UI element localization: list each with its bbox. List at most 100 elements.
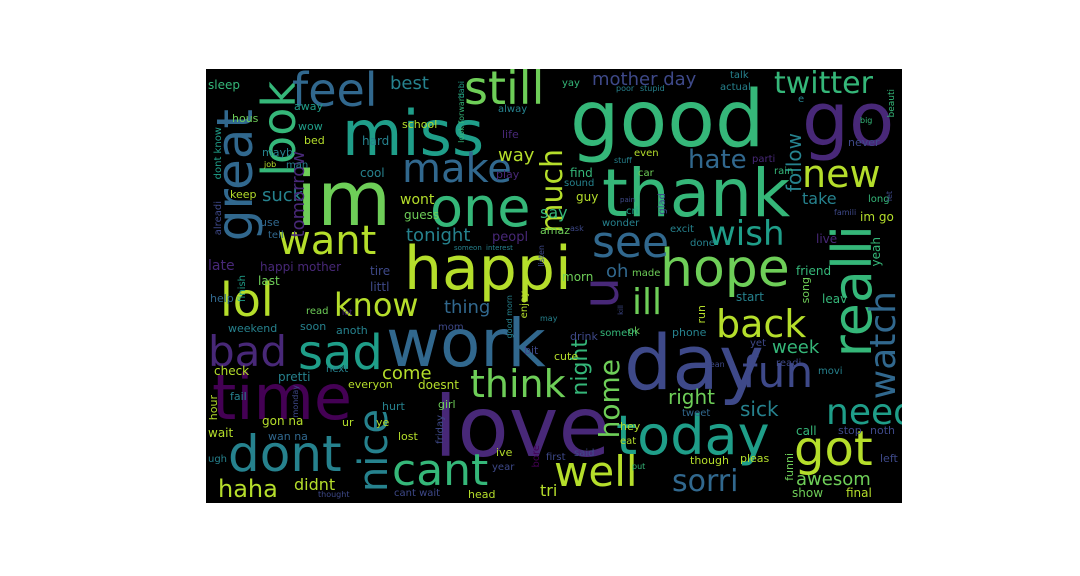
word-phone: phone: [672, 326, 707, 339]
word-miss: miss: [342, 97, 485, 170]
word-say: say: [540, 203, 568, 222]
word-love: love: [434, 378, 611, 476]
word-play: play: [496, 168, 520, 181]
word-bed: bed: [304, 134, 325, 147]
word-ur: ur: [342, 416, 354, 429]
word-im-go: im go: [860, 210, 894, 224]
word-friday: friday: [435, 415, 446, 444]
word-good-morn: good morn: [505, 295, 514, 339]
word-away: away: [294, 100, 323, 113]
word-still: still: [464, 69, 545, 115]
word-morn: morn: [562, 270, 594, 284]
word-wont: wont: [400, 192, 435, 208]
word-song: song: [799, 277, 812, 304]
word-thank: thank: [602, 155, 791, 232]
word-first: first: [546, 452, 566, 463]
word-hey: hey: [620, 420, 641, 433]
word-enjoy: enjoy: [519, 291, 530, 319]
word-kill: kill: [617, 305, 625, 315]
word-monday: monday: [291, 385, 300, 418]
word-guess: guess: [404, 208, 440, 222]
word-e: e: [798, 94, 805, 105]
word-even: even: [634, 148, 659, 159]
word-actual: actual: [720, 82, 751, 93]
word-ye: ye: [376, 416, 390, 429]
word-day: day: [624, 318, 764, 407]
word-cant: cant: [392, 445, 489, 496]
word-glad: glad: [657, 193, 668, 215]
word-week: week: [772, 337, 820, 358]
word-fun: fun: [742, 347, 814, 398]
word-readi: readi: [776, 358, 802, 369]
word-keep: keep: [230, 188, 257, 201]
word-alreadi: alreadi: [213, 201, 224, 236]
word-pretti: pretti: [278, 370, 311, 384]
word-awesom: awesom: [796, 469, 871, 490]
word-see: see: [592, 217, 670, 268]
word-mother-day: mother day: [592, 69, 697, 90]
word-life: life: [502, 128, 519, 141]
word-long: long: [868, 194, 890, 205]
word-last: last: [258, 274, 280, 288]
word-guy: guy: [576, 190, 599, 204]
word-well: well: [554, 447, 638, 496]
word-show: show: [792, 486, 824, 500]
word-funni: funni: [783, 453, 796, 481]
word-best: best: [390, 73, 429, 94]
word-thought: thought: [318, 490, 350, 499]
word-check: check: [214, 364, 250, 378]
word-work: work: [386, 305, 546, 382]
word-dont: dont: [228, 425, 342, 483]
word-pain: pain: [620, 196, 636, 204]
word-sick: sick: [740, 397, 779, 421]
word-tweet: tweet: [682, 408, 711, 419]
word-stop: stop: [838, 424, 862, 437]
word-haha: haha: [218, 475, 278, 503]
word-yay: yay: [562, 78, 580, 89]
word-cute: cute: [554, 350, 579, 363]
word-look-forward: look forward: [457, 93, 466, 143]
word-go: go: [802, 77, 895, 163]
word-poor: poor: [616, 84, 635, 93]
word-wait: wait: [208, 426, 234, 440]
word-big: big: [860, 116, 873, 125]
word-done: done: [690, 238, 715, 249]
word-use: use: [260, 216, 280, 229]
word-wow: wow: [298, 120, 323, 133]
word-ive: ive: [496, 446, 513, 459]
word-amaz: amaz: [540, 224, 570, 237]
word-someon: someon: [454, 244, 482, 252]
word-put: put: [632, 462, 646, 471]
word-late: late: [208, 258, 235, 274]
word-wan-na: wan na: [268, 430, 308, 443]
word-time: time: [212, 361, 353, 434]
word-right: right: [668, 385, 715, 409]
word-eat: eat: [620, 436, 637, 447]
word-everyon: everyon: [348, 378, 393, 391]
word-rain: rain: [774, 166, 794, 177]
word-cant-wait: cant wait: [394, 488, 441, 499]
word-tire: tire: [370, 264, 391, 278]
word-beauti: beauti: [887, 89, 897, 118]
word-im: im: [296, 154, 392, 243]
word-peopl: peopl: [492, 230, 529, 245]
word-back: back: [716, 302, 807, 346]
word-hurt: hurt: [382, 400, 405, 413]
word-wish: wish: [708, 214, 785, 254]
word-one: one: [430, 176, 531, 239]
word-gon-na: gon na: [262, 414, 304, 428]
word-sad: sad: [298, 325, 383, 381]
word-new: new: [802, 152, 881, 196]
word-hard: hard: [362, 134, 390, 148]
word-read: read: [306, 306, 329, 317]
word-anoth: anoth: [336, 324, 368, 337]
word-interest: interest: [486, 244, 513, 252]
word-let: let: [885, 191, 894, 202]
word-dont-know: dont know: [213, 127, 224, 180]
word-someth: someth: [600, 328, 638, 339]
word-happi-mother: happi mother: [260, 260, 341, 274]
word-good: good: [570, 75, 765, 165]
word-ugh: ugh: [208, 454, 228, 465]
word-finish: finish: [237, 275, 248, 302]
word-ask: ask: [570, 224, 584, 233]
